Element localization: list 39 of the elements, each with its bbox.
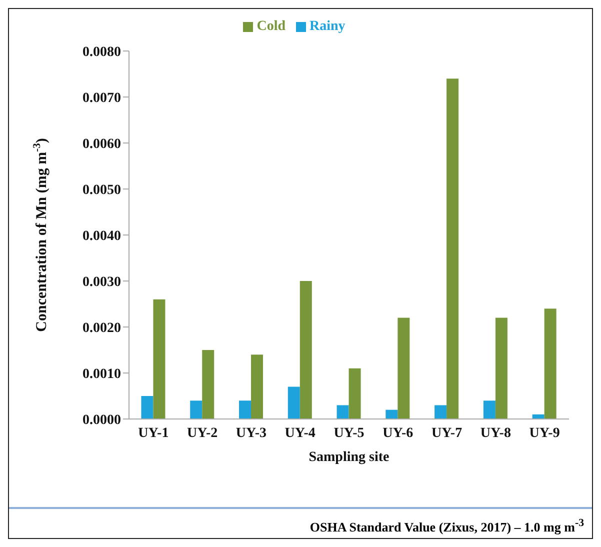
y-tick-label: 0.0030	[82, 274, 121, 290]
bar	[446, 78, 459, 419]
bar	[141, 396, 154, 419]
bar	[434, 405, 447, 419]
x-tick-label: UY-7	[431, 426, 462, 441]
text: OSHA Standard Value (Zixus, 2017) – 1.0 mg m$^{-3}$	[310, 517, 584, 536]
bar	[386, 410, 398, 419]
x-tick-label: UY-5	[334, 426, 364, 441]
bar	[495, 318, 508, 419]
bar	[239, 400, 251, 419]
bar	[190, 400, 202, 419]
x-tick-label: UY-1	[138, 426, 169, 441]
y-tick-label: 0.0020	[82, 320, 121, 336]
legend-label: Rainy	[310, 19, 346, 34]
bar	[544, 308, 556, 419]
y-tick-label: 0.0070	[82, 90, 121, 106]
x-axis-title: Sampling site	[308, 450, 390, 465]
x-tick-label: UY-4	[284, 426, 316, 441]
y-tick-label: 0.0010	[82, 366, 121, 382]
bar	[483, 400, 496, 419]
x-tick-label: UY-8	[480, 426, 511, 441]
bar	[251, 354, 263, 419]
bar	[300, 281, 312, 419]
y-tick-label: 0.0050	[82, 182, 121, 198]
x-tick-label: UY-3	[236, 426, 267, 441]
y-tick-label: 0.0000	[82, 412, 121, 428]
bar	[398, 318, 410, 419]
bar	[348, 368, 361, 419]
y-tick-label: 0.0080	[82, 44, 121, 60]
bar	[336, 405, 349, 419]
x-tick-label: UY-6	[382, 426, 414, 441]
x-tick-label: UY-9	[529, 426, 560, 441]
legend-label: Cold	[256, 19, 286, 34]
bar	[153, 299, 166, 419]
bar	[288, 386, 300, 419]
x-tick-label: UY-2	[187, 426, 218, 441]
y-tick-label: 0.0040	[82, 228, 121, 244]
y-tick-label: 0.0060	[82, 136, 121, 152]
bar	[202, 350, 214, 419]
